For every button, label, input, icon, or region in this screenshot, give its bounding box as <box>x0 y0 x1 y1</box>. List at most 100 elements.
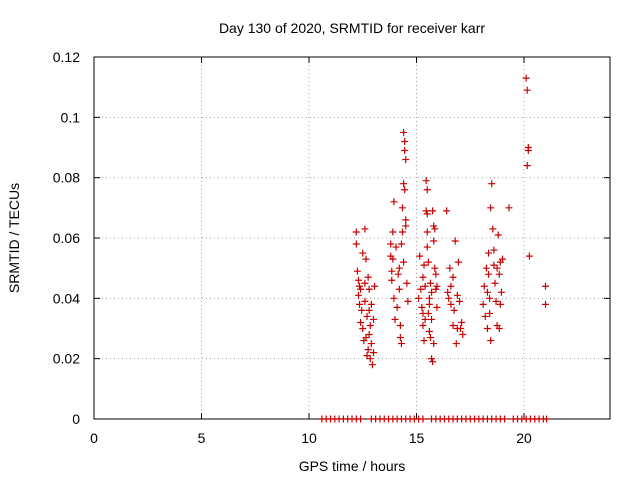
data-point <box>421 282 429 290</box>
data-point <box>426 334 434 342</box>
data-point <box>428 315 436 323</box>
data-point <box>458 318 466 326</box>
data-point <box>353 267 361 275</box>
x-tick-label: 0 <box>90 430 98 446</box>
data-point <box>450 306 458 314</box>
data-point <box>430 340 438 348</box>
data-point <box>370 315 377 323</box>
y-tick-label: 0 <box>72 411 80 427</box>
data-point <box>423 243 431 251</box>
data-point <box>452 340 460 348</box>
data-point <box>388 267 396 275</box>
data-point <box>542 282 549 290</box>
y-tick-label: 0.12 <box>53 49 80 65</box>
y-tick-label: 0.02 <box>53 351 80 367</box>
y-tick-label: 0.06 <box>53 230 80 246</box>
data-point <box>422 207 430 215</box>
data-point <box>395 285 403 293</box>
data-point <box>425 294 433 302</box>
data-point <box>419 321 427 329</box>
data-point <box>489 225 497 233</box>
data-point <box>425 300 433 308</box>
data-point <box>454 258 462 266</box>
data-point <box>365 331 373 339</box>
data-point <box>431 225 439 233</box>
chart-title: Day 130 of 2020, SRMTID for receiver kar… <box>219 20 485 36</box>
data-point <box>357 318 365 326</box>
data-point <box>417 285 425 293</box>
data-point <box>499 255 506 263</box>
data-point <box>362 334 370 342</box>
y-tick-label: 0.04 <box>53 290 80 306</box>
data-point <box>422 177 430 185</box>
data-point <box>486 309 494 317</box>
data-point <box>356 282 364 290</box>
data-point <box>424 258 432 266</box>
data-point <box>359 325 367 332</box>
data-point <box>522 74 530 82</box>
x-tick-label: 10 <box>301 430 317 446</box>
data-point <box>433 282 441 290</box>
data-point <box>479 300 487 308</box>
data-point <box>456 297 463 305</box>
data-point <box>432 270 440 278</box>
data-point <box>420 337 428 345</box>
data-point <box>493 264 501 272</box>
x-tick-label: 5 <box>198 430 206 446</box>
data-point <box>401 147 409 155</box>
y-tick-label: 0.1 <box>61 109 81 125</box>
data-point <box>429 358 437 366</box>
data-point <box>543 415 551 423</box>
data-point <box>428 355 436 363</box>
data-point <box>401 137 409 145</box>
data-point <box>400 258 408 266</box>
data-point <box>366 355 374 363</box>
data-point <box>392 243 400 251</box>
data-point <box>495 325 503 332</box>
data-point <box>487 337 495 345</box>
data-point <box>396 334 404 342</box>
data-point <box>363 352 371 360</box>
data-point <box>394 270 402 278</box>
data-points <box>318 74 551 423</box>
data-point <box>357 285 365 293</box>
data-point <box>416 252 424 260</box>
data-point <box>485 270 493 278</box>
data-point <box>446 264 454 272</box>
data-point <box>368 361 376 369</box>
axis-ticks: 0 0.02 0.04 0.06 0.08 0.1 0.12 0 5 10 15 20 <box>53 49 610 446</box>
data-point <box>418 303 426 311</box>
data-point <box>402 222 410 230</box>
data-point <box>393 303 401 311</box>
data-point <box>400 128 408 136</box>
data-point <box>400 180 408 188</box>
data-point <box>354 276 362 284</box>
data-point <box>483 288 491 296</box>
data-point <box>389 255 397 263</box>
data-point <box>399 204 407 212</box>
data-point <box>482 264 490 272</box>
data-point <box>370 349 377 357</box>
data-point <box>447 300 455 308</box>
data-point <box>395 264 403 272</box>
data-point <box>402 156 410 164</box>
data-point <box>488 180 496 188</box>
data-point <box>428 288 436 296</box>
data-point <box>359 249 367 257</box>
data-point <box>352 240 360 248</box>
data-point <box>453 291 461 299</box>
data-point <box>391 315 399 323</box>
data-point <box>423 228 431 236</box>
data-point <box>364 346 372 354</box>
data-point <box>365 306 373 314</box>
data-point <box>491 279 499 287</box>
data-point <box>505 204 513 212</box>
data-point <box>433 303 441 311</box>
data-point <box>430 222 438 230</box>
data-point <box>387 240 395 248</box>
data-point <box>492 297 500 305</box>
data-point <box>486 294 494 302</box>
data-point <box>485 249 493 257</box>
data-point <box>432 285 440 293</box>
data-point <box>431 264 439 272</box>
